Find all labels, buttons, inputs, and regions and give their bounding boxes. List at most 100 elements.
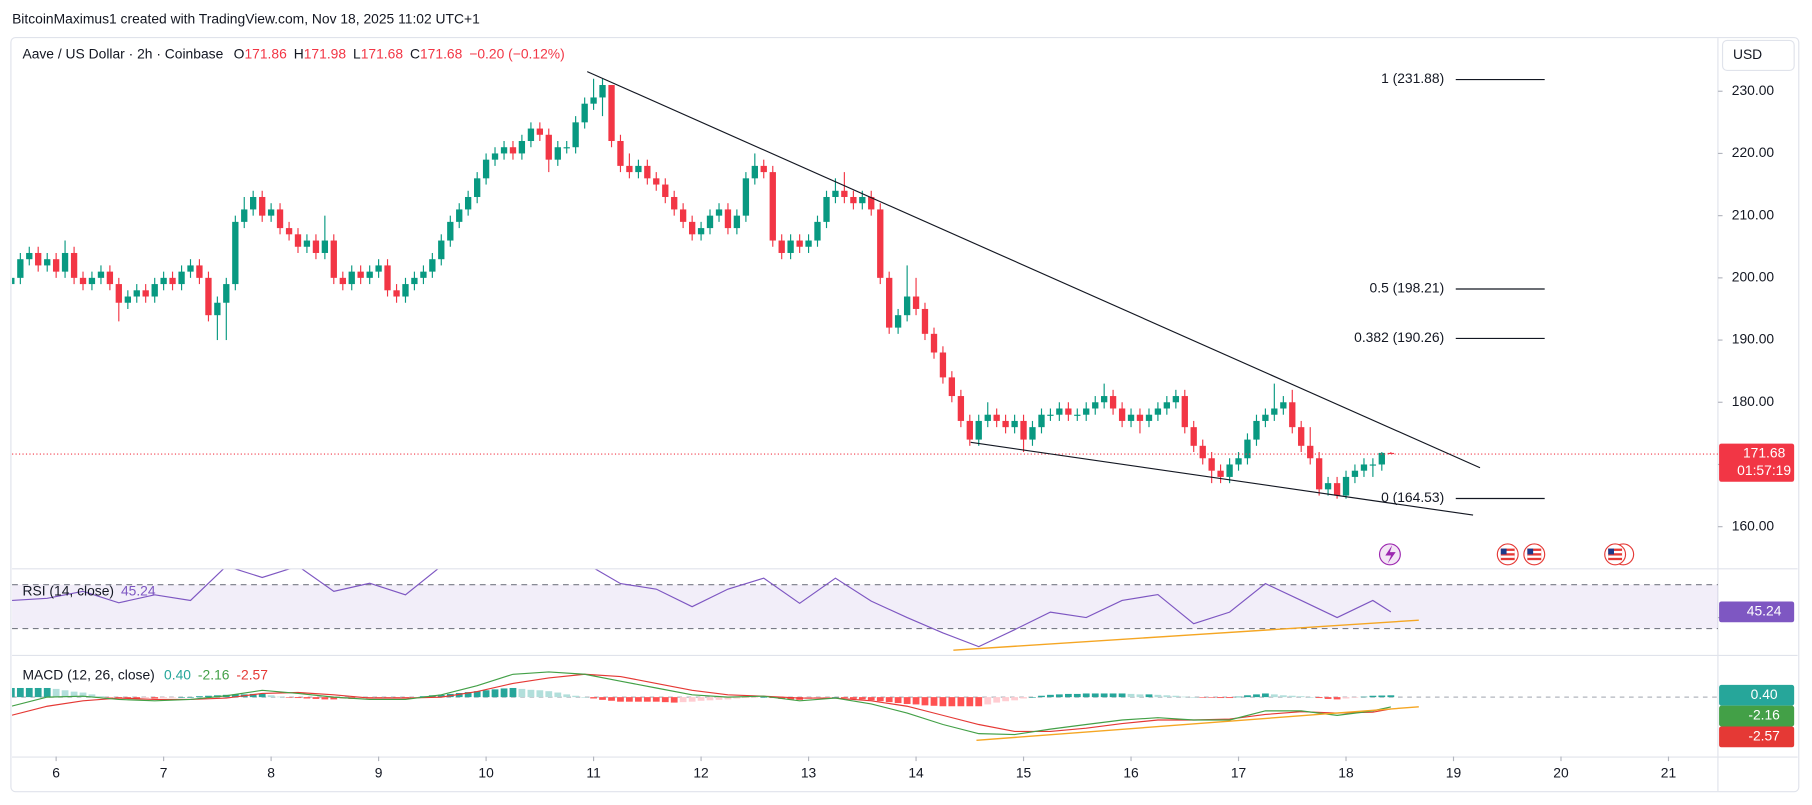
candle-body (599, 85, 606, 98)
histogram-bar (1226, 697, 1233, 699)
histogram-bar (1190, 697, 1198, 698)
candle-body (339, 277, 346, 285)
histogram-bar (1369, 695, 1377, 698)
ohlc-prefix: L (353, 45, 361, 61)
candle-body (447, 221, 454, 241)
candle-body (1163, 402, 1170, 409)
candle-body (733, 215, 741, 229)
histogram-bar (832, 697, 839, 698)
fib-label: 0 (164.53) (1381, 489, 1444, 505)
histogram-bar (1109, 693, 1117, 698)
histogram-bar (1055, 694, 1063, 698)
candle-body (966, 420, 973, 440)
candle-body (321, 240, 329, 253)
candle-body (402, 284, 409, 297)
candle-body (79, 277, 87, 285)
candle-body (805, 240, 812, 247)
histogram-bar (724, 697, 732, 700)
histogram-bar (509, 687, 517, 698)
x-tick-label: 12 (693, 764, 708, 780)
frame (10, 36, 1800, 793)
candle-body (662, 184, 669, 197)
candle-body (259, 196, 266, 216)
event-icon[interactable] (1604, 543, 1635, 566)
candle-body (250, 196, 257, 210)
histogram-bar (1297, 696, 1305, 698)
histogram-bar (151, 697, 159, 699)
panel (12, 78, 1394, 499)
macd-line (12, 671, 1391, 736)
candle-body (653, 178, 660, 185)
histogram-bar (249, 693, 257, 698)
histogram-bar (142, 697, 150, 699)
candle-body (1280, 402, 1287, 409)
histogram-bar (697, 697, 705, 701)
event-icon[interactable] (1496, 543, 1519, 566)
histogram-bar (1270, 694, 1278, 698)
rsi-value: 45.24 (121, 582, 156, 598)
histogram-value: 0.40 (164, 666, 191, 682)
attribution: BitcoinMaximus1 created with TradingView… (12, 10, 480, 26)
histogram-bar (545, 691, 553, 698)
candle-body (1271, 408, 1278, 415)
candle-body (187, 265, 194, 272)
histogram-bar (1262, 693, 1269, 698)
candle-body (1038, 414, 1045, 428)
candle-body (464, 196, 472, 210)
histogram-bar (993, 697, 1001, 703)
candle-body (1307, 445, 1314, 459)
histogram-bar (733, 697, 741, 699)
symbol-header: Aave / US Dollar · 2h · Coinbase O171.86 H… (22, 45, 564, 61)
histogram-bar (231, 694, 239, 698)
event-icon[interactable] (1523, 543, 1546, 566)
candle-body (850, 196, 857, 204)
event-icon[interactable] (1378, 543, 1401, 566)
histogram-bar (178, 697, 185, 698)
candle-body (1244, 439, 1251, 459)
countdown-label: 01:57:19 (1737, 462, 1791, 478)
histogram-bar (1172, 695, 1180, 698)
histogram-bar (975, 697, 983, 707)
candle-body (500, 147, 508, 154)
candle-body (912, 296, 920, 309)
candle-body (348, 271, 355, 285)
candle-body (1047, 414, 1054, 416)
histogram-bar (1038, 695, 1045, 698)
histogram-bar (482, 690, 490, 698)
candle-body (796, 240, 803, 247)
macd-trendline (976, 706, 1419, 742)
histogram-bar (957, 697, 965, 707)
histogram-bar (1020, 697, 1027, 699)
candle-body (760, 165, 767, 173)
candle-body (886, 277, 893, 328)
currency-button[interactable] (1721, 39, 1795, 72)
candle-body (196, 265, 203, 278)
histogram-bar (1127, 693, 1135, 698)
candle-body (411, 277, 418, 285)
candle-body (921, 308, 929, 334)
histogram-bar (1378, 695, 1386, 698)
candle-body (1208, 458, 1215, 471)
candle-body (70, 252, 78, 278)
candle-body (814, 221, 821, 241)
candle-body (751, 165, 758, 179)
histogram-bar (670, 697, 678, 703)
histogram-bar (43, 687, 51, 698)
y-tick-label: 230.00 (1732, 82, 1775, 98)
histogram-bar (1235, 696, 1242, 698)
histogram-bar (643, 697, 651, 702)
histogram-bar (1154, 694, 1162, 698)
histogram-bar (679, 697, 687, 703)
histogram-bar (312, 697, 320, 699)
histogram-bar (966, 697, 974, 707)
candle-body (1181, 396, 1188, 428)
candle-body (330, 240, 337, 278)
candle-body (1315, 458, 1323, 490)
histogram-bar (715, 697, 723, 700)
histogram-bar (473, 691, 481, 698)
candle-body (787, 240, 794, 253)
candle-body (1253, 420, 1260, 440)
histogram-bar (303, 697, 311, 699)
histogram-bar (187, 697, 194, 698)
